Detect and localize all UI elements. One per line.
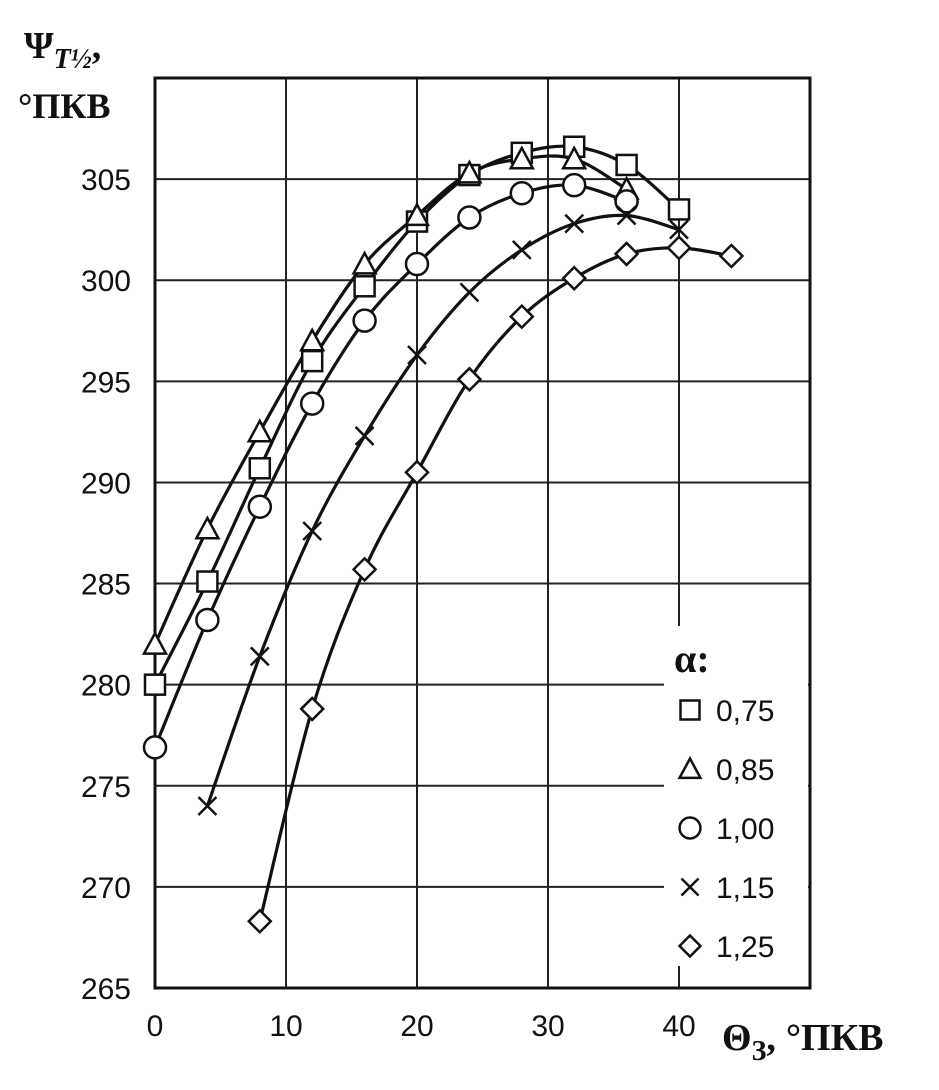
legend-marker-circle xyxy=(678,816,702,840)
data-point-cross xyxy=(354,426,375,446)
y-tick-label: 275 xyxy=(81,771,131,804)
data-point-circle xyxy=(299,391,325,416)
data-point-square xyxy=(300,349,324,373)
y-tick-label: 305 xyxy=(81,164,131,197)
data-point-cross xyxy=(669,219,689,240)
y-tick-labels: 265 270 275 280 285 290 295 300 305 xyxy=(81,164,131,1006)
data-point-diamond xyxy=(404,459,430,486)
data-point-cross xyxy=(197,796,218,816)
legend: α: 0,75 0,85 1,00 1,15 1,25 xyxy=(664,626,808,966)
legend-items: 0,75 0,85 1,00 1,15 1,25 xyxy=(677,695,774,964)
data-point-square xyxy=(615,153,638,177)
y-tick-label: 280 xyxy=(81,670,131,703)
data-point-diamond xyxy=(561,265,587,291)
y-tick-label: 270 xyxy=(81,872,131,905)
y-tick-label: 285 xyxy=(81,569,131,602)
data-point-diamond xyxy=(456,366,483,393)
legend-marker-diamond xyxy=(677,933,703,959)
y-tick-label: 290 xyxy=(81,467,131,500)
data-point-circle xyxy=(247,494,273,519)
legend-label: 0,75 xyxy=(716,695,774,728)
legend-label: 0,85 xyxy=(716,754,774,787)
data-point-cross xyxy=(511,240,532,260)
data-point-triangle xyxy=(246,418,273,443)
legend-background xyxy=(664,626,808,966)
data-point-diamond xyxy=(351,556,378,583)
legend-marker-square xyxy=(679,699,701,721)
data-point-circle xyxy=(561,172,587,198)
data-point-square xyxy=(196,570,219,593)
data-point-triangle xyxy=(561,145,588,170)
x-tick-label: 30 xyxy=(531,1010,564,1043)
data-point-square xyxy=(248,457,272,480)
data-point-diamond xyxy=(299,696,325,722)
series-lines xyxy=(153,144,732,922)
y-axis-unit: °ПКВ xyxy=(18,86,111,126)
data-point-square xyxy=(353,275,376,298)
legend-label: 1,15 xyxy=(716,872,774,905)
data-point-diamond xyxy=(247,908,273,935)
y-tick-label: 265 xyxy=(81,973,131,1006)
data-point-triangle xyxy=(403,201,431,227)
series-line-3 xyxy=(205,213,680,807)
data-point-cross xyxy=(459,282,480,303)
data-point-triangle xyxy=(351,250,378,275)
plot-frame xyxy=(153,76,812,990)
y-tick-label: 295 xyxy=(81,366,131,399)
data-point-cross xyxy=(564,213,585,234)
x-axis-title: ΘЗ, °ПКВ xyxy=(722,1017,884,1067)
legend-marker-cross xyxy=(680,877,700,897)
data-point-diamond xyxy=(613,241,640,267)
x-tick-labels: 0 10 20 30 40 xyxy=(147,1010,696,1043)
legend-label: 1,00 xyxy=(716,813,774,846)
data-point-circle xyxy=(614,189,639,214)
data-point-circle xyxy=(509,181,535,206)
data-point-square xyxy=(667,198,691,221)
data-point-cross xyxy=(407,345,427,365)
series-markers xyxy=(141,135,745,935)
data-point-triangle xyxy=(456,159,483,184)
data-point-circle xyxy=(142,735,168,760)
data-point-triangle xyxy=(194,515,221,540)
legend-label: 1,25 xyxy=(716,931,774,964)
data-point-triangle xyxy=(299,327,326,352)
data-point-circle xyxy=(352,308,377,333)
x-tick-label: 10 xyxy=(269,1010,302,1043)
legend-title: α: xyxy=(674,636,710,681)
data-point-circle xyxy=(457,205,482,230)
data-point-cross xyxy=(302,521,323,541)
data-point-square xyxy=(143,673,167,696)
data-point-diamond xyxy=(666,235,692,261)
x-tick-label: 0 xyxy=(147,1010,164,1043)
data-point-cross xyxy=(249,646,270,667)
x-tick-label: 40 xyxy=(662,1010,695,1043)
data-point-cross xyxy=(616,205,637,226)
legend-marker-triangle xyxy=(677,755,703,780)
data-point-diamond xyxy=(509,303,535,330)
y-axis-title: ΨT½, xyxy=(24,25,101,75)
y-tick-label: 300 xyxy=(81,265,131,298)
data-point-circle xyxy=(195,607,220,633)
data-point-triangle xyxy=(141,630,169,655)
x-tick-label: 20 xyxy=(400,1010,433,1043)
data-point-triangle xyxy=(508,145,535,170)
data-point-circle xyxy=(404,251,430,277)
series-line-2 xyxy=(153,183,628,748)
data-point-diamond xyxy=(718,243,745,269)
